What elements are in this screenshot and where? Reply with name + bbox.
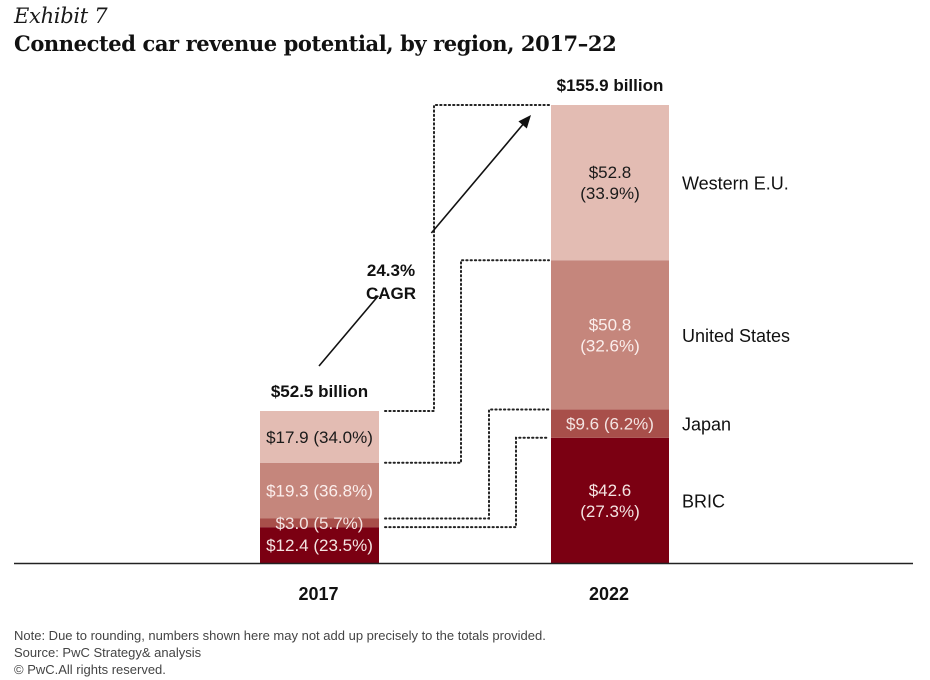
footnote-source: Source: PwC Strategy& analysis (14, 645, 202, 660)
legend-united-states: United States (682, 326, 790, 346)
segment-label-2022-bric: $42.6 (27.3%) (580, 481, 640, 521)
dotted-connectors (384, 104, 550, 529)
footnote-copyright: © PwC.All rights reserved. (14, 662, 166, 677)
segment-label-2017-united-states: $19.3 (36.8%) (266, 482, 373, 501)
connector-bric (384, 436, 550, 529)
x-tick-label-2017: 2017 (298, 584, 338, 604)
bar-segment-2017-western-e-u (260, 411, 379, 463)
cagr-arrow-shaft (430, 121, 526, 234)
connector-japan (384, 408, 550, 520)
segment-label-2022-western-e-u: $52.8 (33.9%) (580, 163, 640, 203)
connector-western-e-u (384, 104, 550, 412)
bar-segment-2022-bric (551, 437, 669, 563)
total-label-2022: $155.9 billion (557, 76, 664, 95)
cagr-arrow (318, 115, 531, 367)
bar-segment-2017-japan (260, 518, 379, 528)
bar-segment-2022-western-e-u (551, 105, 669, 261)
cagr-label: 24.3% CAGR (366, 261, 416, 303)
segment-label-2022-united-states: $50.8 (32.6%) (580, 315, 640, 355)
segment-label-2017-japan: $3.0 (5.7%) (276, 514, 364, 533)
exhibit-number: Exhibit 7 (14, 4, 108, 28)
cagr-arrowhead-icon (518, 115, 531, 129)
bar-segment-2017-united-states (260, 462, 379, 519)
legend-western-e-u: Western E.U. (682, 174, 789, 194)
footnote-note: Note: Due to rounding, numbers shown her… (14, 628, 546, 643)
bar-segment-2022-japan (551, 409, 669, 438)
legend-bric: BRIC (682, 491, 725, 511)
total-label-2017: $52.5 billion (271, 382, 368, 401)
segment-label-2017-bric: $12.4 (23.5%) (266, 536, 373, 555)
bar-segment-2017-bric (260, 527, 379, 563)
bar-segment-2022-united-states (551, 260, 669, 410)
x-tick-label-2022: 2022 (589, 584, 629, 604)
segment-label-2017-western-e-u: $17.9 (34.0%) (266, 428, 373, 447)
bars (260, 105, 669, 563)
cagr-arrow-tail (318, 295, 379, 367)
labels: $12.4 (23.5%) $3.0 (5.7%) $19.3 (36.8%) $17… (266, 76, 790, 604)
legend-japan: Japan (682, 415, 731, 435)
segment-label-2022-japan: $9.6 (6.2%) (566, 415, 654, 434)
chart-title: Connected car revenue potential, by regi… (14, 31, 617, 56)
connector-united-states (384, 259, 550, 464)
